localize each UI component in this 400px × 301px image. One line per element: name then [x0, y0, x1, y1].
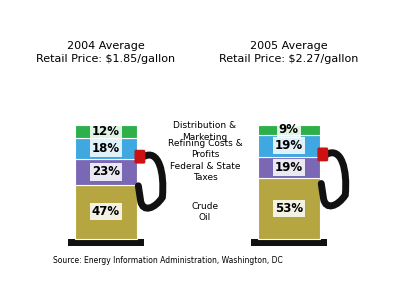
Text: 2004 Average
Retail Price: $1.85/gallon: 2004 Average Retail Price: $1.85/gallon — [36, 41, 175, 64]
Text: 19%: 19% — [275, 139, 303, 152]
Bar — [258, 178, 320, 239]
Text: 19%: 19% — [275, 161, 303, 174]
Text: Federal & State
Taxes: Federal & State Taxes — [170, 162, 240, 182]
FancyBboxPatch shape — [134, 150, 145, 164]
Bar — [258, 135, 320, 157]
Bar — [75, 185, 137, 239]
Text: 47%: 47% — [92, 205, 120, 218]
Bar — [251, 239, 327, 246]
Text: 2005 Average
Retail Price: $2.27/gallon: 2005 Average Retail Price: $2.27/gallon — [219, 41, 358, 64]
Bar — [68, 239, 144, 246]
Text: Distribution &
Marketing: Distribution & Marketing — [174, 122, 236, 141]
Text: Crude
Oil: Crude Oil — [192, 202, 218, 222]
Bar — [258, 157, 320, 178]
Bar — [75, 125, 137, 138]
Text: 53%: 53% — [275, 202, 303, 215]
Bar — [75, 138, 137, 159]
Text: 18%: 18% — [92, 142, 120, 155]
Text: 9%: 9% — [279, 123, 299, 136]
Bar — [75, 159, 137, 185]
Text: 12%: 12% — [92, 125, 120, 138]
Text: Refining Costs &
Profits: Refining Costs & Profits — [168, 138, 242, 159]
Text: Source: Energy Information Administration, Washington, DC: Source: Energy Information Administratio… — [53, 256, 283, 265]
FancyBboxPatch shape — [317, 147, 328, 161]
Bar — [258, 125, 320, 135]
Text: 23%: 23% — [92, 166, 120, 178]
